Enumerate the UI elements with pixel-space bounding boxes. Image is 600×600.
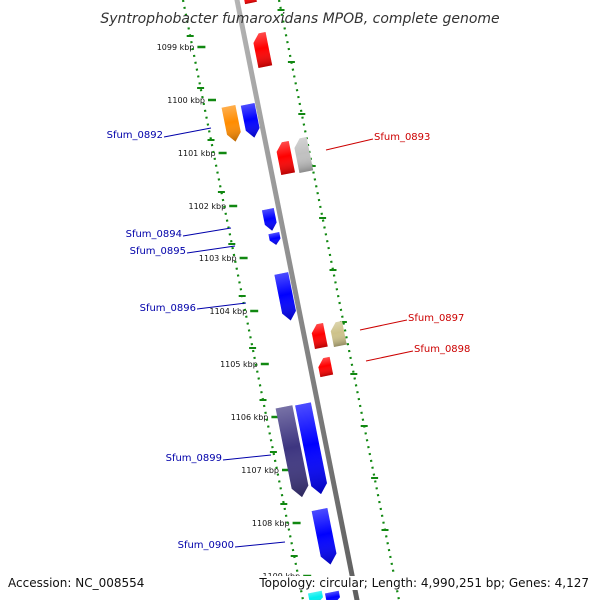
gene-sfum-0895-label[interactable]: Sfum_0895 — [130, 246, 186, 257]
kbp-tick-label: 1101 kbp — [178, 149, 216, 158]
gene-sfum-0898[interactable] — [317, 356, 334, 378]
kbp-tick-label: 1107 kbp — [241, 466, 279, 475]
gene-sfum-0897[interactable] — [310, 322, 328, 350]
gene-arrow-shading — [221, 104, 241, 142]
gene-arrow-shading — [240, 102, 260, 138]
kbp-tick-layer: 1099 kbp 1100 kbp 1101 kbp 1102 kbp 1103 kbp… — [157, 43, 312, 581]
gene-arrow-shading — [276, 140, 296, 176]
gene-label-layer: Sfum_0892 Sfum_0893 Sfum_0894 Sfum_0895 Sfum… — [107, 127, 470, 551]
guide-line-layer — [181, 0, 401, 600]
gene-sfum-0898-label[interactable]: Sfum_0898 — [414, 344, 470, 355]
accession-text: Accession: NC_008554 — [8, 576, 145, 590]
kbp-tick-label: 1108 kbp — [252, 519, 290, 528]
kbp-tick-label: 1103 kbp — [199, 254, 237, 263]
gene-leader-line — [359, 319, 408, 331]
gene-leader-line — [163, 127, 212, 138]
gene-sfum-0899[interactable] — [295, 402, 329, 495]
gene-arrow-shading — [295, 402, 327, 495]
kbp-tick-label: 1102 kbp — [188, 202, 226, 211]
gene-sfum-0894[interactable] — [261, 208, 278, 232]
gene-leader-line — [365, 350, 414, 362]
gene-leader-line — [196, 302, 247, 310]
gene-sfum-0895[interactable] — [268, 232, 281, 246]
map-title: Syntrophobacter fumaroxidans MPOB, compl… — [100, 11, 499, 27]
gene-sfum-0899-label[interactable]: Sfum_0899 — [166, 453, 222, 464]
gene-leader-line — [186, 245, 236, 254]
gene-layer — [221, 0, 347, 600]
gene-feature-16[interactable] — [307, 590, 324, 600]
gene-arrow-shading — [330, 320, 347, 348]
kbp-tick-label: 1105 kbp — [220, 360, 258, 369]
gene-sfum-0896[interactable] — [274, 272, 297, 322]
kbp-tick-label: 1100 kbp — [167, 96, 205, 105]
gene-sfum-0900[interactable] — [311, 507, 339, 566]
gene-feature-13[interactable] — [275, 405, 311, 499]
gene-sfum-0896-label[interactable]: Sfum_0896 — [140, 303, 196, 314]
gene-arrow-shading — [318, 356, 334, 378]
gene-sfum-0894-label[interactable]: Sfum_0894 — [126, 229, 182, 240]
gene-feature-17[interactable] — [324, 590, 341, 600]
gene-arrow-shading — [261, 208, 277, 231]
gene-arrow-shading — [311, 322, 328, 350]
gene-leader-line — [234, 541, 286, 548]
gene-arrow-shading — [274, 272, 296, 321]
gene-feature-2[interactable] — [252, 31, 273, 69]
kbp-tick-label: 1099 kbp — [157, 43, 195, 52]
gene-arrow-shading — [324, 590, 340, 600]
gene-arrow-shading — [244, 0, 257, 5]
backbone-layer — [234, 0, 360, 600]
gene-arrow-shading — [268, 232, 281, 245]
gene-sfum-0893-label[interactable]: Sfum_0893 — [374, 132, 430, 143]
gene-sfum-0897-label[interactable]: Sfum_0897 — [408, 313, 464, 324]
gene-sfum-0900-label[interactable]: Sfum_0900 — [178, 540, 234, 551]
gene-arrow-shading — [294, 136, 314, 174]
gene-feature-5[interactable] — [275, 140, 296, 176]
genome-summary-text: Topology: circular; Length: 4,990,251 bp… — [259, 576, 589, 590]
gene-leader-line — [325, 138, 374, 151]
gene-sfum-0892[interactable] — [240, 102, 261, 139]
kbp-tick-label: 1104 kbp — [209, 307, 247, 316]
gene-arrow-shading — [307, 590, 323, 600]
genome-backbone — [234, 0, 360, 600]
gene-arrow-shading — [253, 31, 273, 69]
gene-sfum-0893[interactable] — [293, 136, 314, 174]
gene-leader-line — [222, 454, 272, 461]
gene-arrow-shading — [275, 405, 309, 498]
gene-feature-11[interactable] — [329, 320, 347, 348]
kbp-tick-label: 1106 kbp — [231, 413, 269, 422]
gene-sfum-0892-label[interactable]: Sfum_0892 — [107, 130, 163, 141]
gene-leader-line — [182, 227, 232, 237]
gene-feature-1[interactable] — [243, 0, 257, 5]
gene-feature-3[interactable] — [221, 104, 243, 143]
gene-arrow-shading — [311, 507, 337, 565]
